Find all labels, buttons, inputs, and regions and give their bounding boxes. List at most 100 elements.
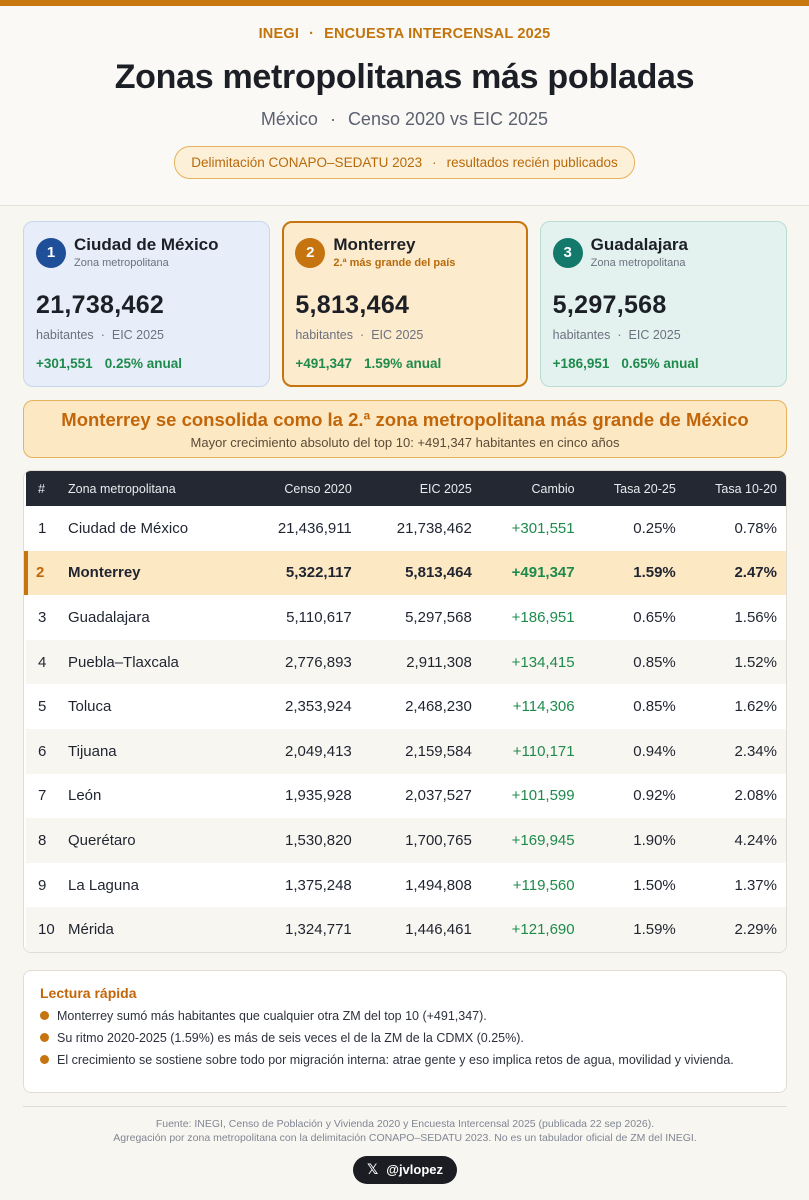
cell-censo-2020: 2,776,893 bbox=[285, 653, 352, 671]
cell-zone: Ciudad de México bbox=[68, 519, 189, 537]
cell-censo-2020: 2,353,924 bbox=[285, 698, 352, 716]
cell-rate-10-20: 2.47% bbox=[734, 564, 777, 582]
cell-rate-20-25: 0.85% bbox=[633, 653, 676, 671]
cell-eic-2025: 5,813,464 bbox=[405, 564, 472, 582]
pill-delimitation: Delimitación CONAPO–SEDATU 2023 bbox=[191, 155, 423, 170]
cell-rate-10-20: 1.52% bbox=[734, 653, 777, 671]
cell-change: +101,599 bbox=[511, 787, 575, 805]
card-title: Guadalajara bbox=[590, 235, 688, 254]
table-header-row: # Zona metropolitana Censo 2020 EIC 2025… bbox=[26, 471, 786, 506]
cell-rate-20-25: 1.90% bbox=[633, 831, 676, 849]
cell-zone: Mérida bbox=[68, 921, 114, 939]
banner-title: Monterrey se consolida como la 2.ª zona … bbox=[61, 409, 749, 430]
cell-zone: Toluca bbox=[68, 698, 112, 716]
card-source: EIC 2025 bbox=[371, 328, 424, 342]
cell-rate-20-25: 0.94% bbox=[633, 742, 676, 760]
card-ciudad-de-mexico: 1 Ciudad de México Zona metropolitana 21… bbox=[23, 221, 271, 387]
cell-rate-20-25: 1.59% bbox=[633, 564, 676, 582]
cell-change: +119,560 bbox=[512, 876, 575, 894]
cell-rate-10-20: 1.37% bbox=[734, 876, 777, 894]
cell-rank: 9 bbox=[38, 876, 47, 894]
list-item: El crecimiento se sostiene sobre todo po… bbox=[40, 1053, 770, 1067]
cell-rank: 6 bbox=[38, 742, 47, 760]
cell-change: +186,951 bbox=[511, 608, 575, 626]
cell-zone: La Laguna bbox=[68, 876, 139, 894]
col-header-rank: # bbox=[38, 481, 45, 496]
table-row: 10 Mérida 1,324,771 1,446,461 +121,690 1.59% 2… bbox=[26, 907, 786, 952]
page-title: Zonas metropolitanas más pobladas bbox=[114, 58, 695, 96]
kicker-source: INEGI bbox=[258, 26, 300, 42]
card-tag: Zona metropolitana bbox=[590, 257, 686, 269]
cell-rank: 1 bbox=[38, 519, 47, 537]
cell-rank: 3 bbox=[38, 608, 47, 626]
cell-zone: Monterrey bbox=[68, 564, 141, 582]
page-subtitle: México · Censo 2020 vs EIC 2025 bbox=[0, 109, 809, 130]
table-row: 9 La Laguna 1,375,248 1,494,808 +119,560 1.50… bbox=[26, 863, 786, 908]
x-logo-icon: 𝕏 bbox=[366, 1161, 379, 1178]
handle-text: @jvlopez bbox=[386, 1162, 444, 1178]
cell-zone: Tijuana bbox=[68, 742, 117, 760]
cell-eic-2025: 2,911,308 bbox=[406, 653, 472, 671]
separator-dot: · bbox=[309, 26, 315, 42]
cell-censo-2020: 5,110,617 bbox=[286, 608, 352, 626]
cell-rank: 5 bbox=[38, 698, 47, 716]
card-population: 5,297,568 bbox=[552, 291, 667, 319]
note-text: El crecimiento se sostiene sobre todo po… bbox=[57, 1052, 734, 1067]
separator-dot: · bbox=[617, 328, 622, 342]
rank-badge: 2 bbox=[295, 237, 326, 268]
population-table: # Zona metropolitana Censo 2020 EIC 2025… bbox=[23, 470, 787, 953]
cell-zone: Guadalajara bbox=[68, 608, 150, 626]
note-text: Su ritmo 2020-2025 (1.59%) es más de sei… bbox=[57, 1030, 524, 1045]
notes-title: Lectura rápida bbox=[40, 984, 137, 1001]
social-handle-badge[interactable]: 𝕏 @jvlopez bbox=[352, 1155, 458, 1184]
card-unit: habitantes bbox=[36, 328, 94, 342]
card-tag: Zona metropolitana bbox=[74, 257, 169, 269]
cell-rank: 4 bbox=[38, 653, 47, 671]
card-unit: habitantes bbox=[295, 328, 354, 342]
card-change: +301,551 bbox=[36, 356, 93, 371]
cell-change: +169,945 bbox=[511, 831, 575, 849]
notes-list: Monterrey sumó más habitantes que cualqu… bbox=[40, 1009, 770, 1067]
cell-eic-2025: 1,700,765 bbox=[405, 831, 472, 849]
card-population: 21,738,462 bbox=[36, 291, 165, 319]
cell-rank: 7 bbox=[38, 787, 47, 805]
card-change: +186,951 bbox=[552, 356, 610, 371]
cell-rank: 2 bbox=[24, 550, 68, 596]
subtitle-country: México bbox=[260, 109, 318, 129]
cell-rate-10-20: 2.29% bbox=[734, 921, 777, 939]
card-monterrey: 2 Monterrey 2.ª más grande del país 5,81… bbox=[282, 221, 528, 387]
table-row: 8 Querétaro 1,530,820 1,700,765 +169,945 1.90… bbox=[26, 818, 786, 863]
col-header-rate-10-20: Tasa 10-20 bbox=[715, 481, 777, 496]
cell-censo-2020: 5,322,117 bbox=[285, 564, 352, 582]
cell-rate-10-20: 0.78% bbox=[734, 519, 777, 537]
cell-change: +491,347 bbox=[511, 564, 575, 582]
table-row: 6 Tijuana 2,049,413 2,159,584 +110,171 0.94% 2… bbox=[26, 728, 786, 774]
cell-censo-2020: 21,436,911 bbox=[277, 519, 352, 537]
cell-rate-10-20: 2.08% bbox=[734, 787, 777, 805]
card-unit: habitantes bbox=[552, 328, 611, 342]
cell-change: +114,306 bbox=[512, 698, 575, 716]
card-guadalajara: 3 Guadalajara Zona metropolitana 5,297,5… bbox=[539, 221, 787, 387]
cell-change: +134,415 bbox=[511, 653, 575, 671]
cell-rank: 10 bbox=[38, 921, 55, 939]
table-row: 7 León 1,935,928 2,037,527 +101,599 0.92% 2.08… bbox=[26, 774, 786, 819]
cell-rate-20-25: 1.50% bbox=[633, 876, 676, 894]
cell-change: +110,171 bbox=[512, 742, 575, 760]
subtitle-compare: Censo 2020 vs EIC 2025 bbox=[347, 109, 549, 129]
cell-change: +121,690 bbox=[511, 921, 575, 939]
cell-eic-2025: 2,037,527 bbox=[405, 787, 472, 805]
cell-rate-10-20: 4.24% bbox=[734, 831, 777, 849]
top-accent-bar bbox=[0, 0, 809, 6]
card-source: EIC 2025 bbox=[628, 328, 681, 342]
cell-censo-2020: 1,324,771 bbox=[285, 921, 352, 939]
cell-rate-20-25: 0.92% bbox=[633, 787, 676, 805]
card-population: 5,813,464 bbox=[295, 291, 410, 319]
cell-zone: León bbox=[68, 787, 102, 805]
col-header-rate-20-25: Tasa 20-25 bbox=[613, 481, 676, 496]
cell-censo-2020: 2,049,413 bbox=[285, 742, 352, 760]
separator-dot: · bbox=[360, 328, 365, 342]
list-item: Su ritmo 2020-2025 (1.59%) es más de sei… bbox=[40, 1031, 770, 1045]
table-row: 2 Monterrey 5,322,117 5,813,464 +491,347 1.59… bbox=[24, 550, 786, 596]
cell-censo-2020: 1,375,248 bbox=[285, 876, 352, 894]
source-note-line1: Fuente: INEGI, Censo de Población y Vivi… bbox=[155, 1117, 655, 1130]
